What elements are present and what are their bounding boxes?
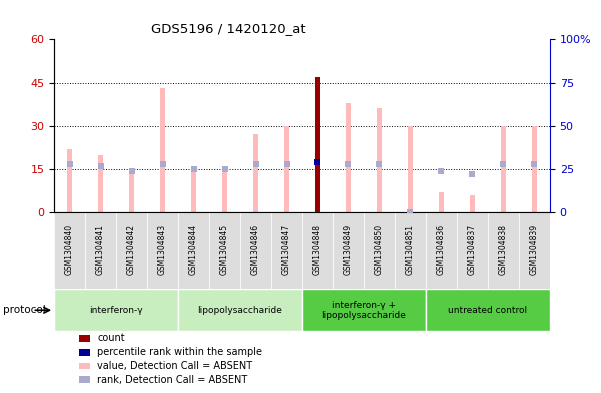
Text: untreated control: untreated control [448,306,528,315]
Bar [439,192,444,212]
Bar [54,289,178,331]
Bar [271,212,302,289]
Bar [222,169,227,212]
Bar [457,212,488,289]
Text: GSM1304843: GSM1304843 [158,224,167,275]
Bar [395,212,426,289]
Bar [315,77,320,212]
Bar [191,172,196,212]
Bar [209,212,240,289]
Bar [67,149,72,212]
Text: GSM1304842: GSM1304842 [127,224,136,275]
Text: GSM1304836: GSM1304836 [437,224,446,275]
Bar [426,212,457,289]
Bar [147,212,178,289]
Text: GSM1304841: GSM1304841 [96,224,105,275]
Bar [79,335,90,342]
Bar [532,126,537,212]
Bar [178,212,209,289]
Bar [54,212,85,289]
Text: interferon-γ +
lipopolysaccharide: interferon-γ + lipopolysaccharide [322,301,406,320]
Text: protocol: protocol [3,305,46,315]
Text: GSM1304838: GSM1304838 [499,224,508,275]
Text: percentile rank within the sample: percentile rank within the sample [97,347,262,357]
Text: GSM1304840: GSM1304840 [65,224,74,275]
Bar [79,376,90,383]
Bar [240,212,271,289]
Bar [501,126,506,212]
Text: GSM1304845: GSM1304845 [220,224,229,275]
Bar [302,212,333,289]
Bar [302,289,426,331]
Text: GSM1304850: GSM1304850 [375,224,384,275]
Bar [79,363,90,369]
Bar [129,172,134,212]
Bar [408,126,413,212]
Bar [79,349,90,356]
Text: GSM1304851: GSM1304851 [406,224,415,275]
Text: count: count [97,333,125,343]
Text: GSM1304844: GSM1304844 [189,224,198,275]
Text: lipopolysaccharide: lipopolysaccharide [198,306,282,315]
Bar [160,88,165,212]
Text: GSM1304847: GSM1304847 [282,224,291,275]
Text: rank, Detection Call = ABSENT: rank, Detection Call = ABSENT [97,375,248,385]
Bar [253,134,258,212]
Text: interferon-γ: interferon-γ [90,306,143,315]
Bar [284,126,289,212]
Bar [333,212,364,289]
Bar [116,212,147,289]
Bar [377,108,382,212]
Text: GSM1304839: GSM1304839 [530,224,539,275]
Bar [98,154,103,212]
Bar [470,195,475,212]
Text: GDS5196 / 1420120_at: GDS5196 / 1420120_at [151,22,306,35]
Bar [519,212,550,289]
Bar [364,212,395,289]
Bar [426,289,550,331]
Text: GSM1304846: GSM1304846 [251,224,260,275]
Text: value, Detection Call = ABSENT: value, Detection Call = ABSENT [97,361,252,371]
Bar [346,103,351,212]
Text: GSM1304848: GSM1304848 [313,224,322,275]
Bar [488,212,519,289]
Text: GSM1304837: GSM1304837 [468,224,477,275]
Bar [85,212,116,289]
Bar [178,289,302,331]
Text: GSM1304849: GSM1304849 [344,224,353,275]
